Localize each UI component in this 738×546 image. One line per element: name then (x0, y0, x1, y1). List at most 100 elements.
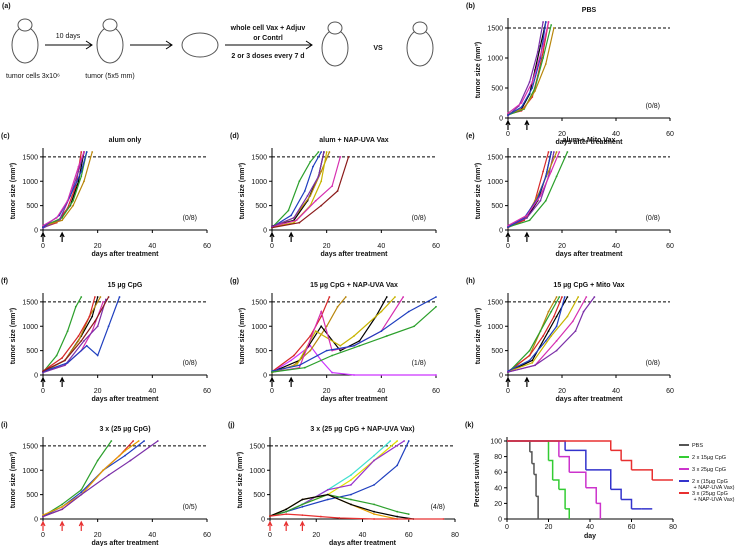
data-point (544, 63, 547, 65)
data-point (156, 440, 159, 442)
treatment-arrow (59, 231, 65, 242)
x-tick-label: 0 (506, 388, 510, 395)
data-point (91, 151, 94, 153)
data-point (303, 190, 306, 192)
data-point (320, 325, 323, 328)
annotation: (4/8) (431, 504, 445, 511)
survival-step (621, 498, 633, 509)
x-tick-label: 40 (148, 243, 156, 250)
data-point (298, 180, 301, 183)
data-point (403, 440, 406, 442)
x-tick-label: 0 (268, 532, 272, 539)
data-point (132, 440, 135, 442)
tumor-growth-line (269, 513, 444, 520)
data-point (507, 224, 509, 227)
data-point (285, 510, 288, 513)
data-point (80, 493, 83, 496)
data-point (571, 320, 574, 323)
data-point (566, 296, 569, 298)
data-point (507, 371, 509, 373)
tumor-growth-line (507, 296, 568, 373)
data-point (396, 510, 399, 513)
x-tick-label: 60 (203, 243, 211, 250)
data-point (523, 107, 526, 110)
diagram-text: 10 days (56, 33, 81, 40)
data-point (542, 21, 544, 23)
survival-step (558, 455, 570, 473)
data-point (326, 498, 329, 501)
legend-label-part: + NAP-UVA Vax) (692, 485, 735, 491)
data-point (396, 515, 399, 518)
y-axis-label: Percent survival (474, 453, 481, 507)
data-point (544, 339, 547, 342)
y-tick-label: 40 (494, 485, 502, 492)
survival-step (558, 488, 566, 509)
legend-label: 2 x (15µg CpG + NAP-UVA Vax) (692, 479, 735, 491)
data-point (102, 300, 105, 303)
data-point (539, 194, 542, 197)
data-point (561, 296, 563, 298)
tumor-growth-line (271, 151, 328, 228)
data-point (528, 81, 531, 83)
x-tick-label: 60 (203, 388, 211, 395)
diagram-text: tumor cells 3x10⁶ (6, 73, 60, 80)
chart-title: alum only (109, 137, 142, 144)
data-point (593, 296, 596, 298)
data-point (350, 479, 352, 481)
data-point (298, 364, 301, 367)
tumor-growth-line (507, 151, 555, 228)
data-point (110, 440, 113, 442)
data-point (61, 357, 64, 359)
data-point (331, 185, 334, 188)
data-point (555, 175, 558, 178)
treatment-arrow (269, 231, 275, 242)
annotation: (0/8) (183, 360, 197, 367)
survival-step (610, 449, 622, 461)
data-point (323, 151, 325, 153)
data-point (143, 440, 146, 442)
data-point (320, 204, 323, 207)
y-tick-label: 20 (494, 501, 502, 508)
treatment-arrow (505, 119, 511, 130)
data-point (306, 194, 309, 197)
data-point (66, 330, 69, 333)
data-point (531, 87, 534, 89)
tumor-growth-line (269, 493, 414, 520)
panel-label: (e) (466, 133, 475, 140)
x-axis-label: days after treatment (92, 251, 160, 258)
data-point (550, 151, 553, 153)
treatment-arrow (524, 231, 530, 242)
y-tick-label: 1000 (249, 468, 265, 475)
y-tick-label: 0 (263, 228, 267, 235)
data-point (80, 175, 83, 178)
treatment-arrow (78, 520, 84, 531)
y-tick-label: 0 (263, 373, 267, 380)
tumor-growth-line (42, 440, 159, 518)
y-axis-label: tumor size (mm³) (237, 452, 244, 508)
data-point (96, 354, 99, 357)
tumor-growth-line (269, 493, 409, 517)
diagram-text: or Contrl (253, 35, 283, 42)
y-tick-label: 0 (34, 373, 38, 380)
data-point (389, 440, 392, 442)
data-point (528, 359, 531, 362)
y-tick-label: 1500 (22, 443, 38, 450)
panel-label: (g) (230, 278, 239, 285)
survival-step (631, 469, 653, 480)
x-tick-label: 60 (432, 243, 440, 250)
x-tick-label: 20 (94, 388, 102, 395)
y-tick-label: 80 (494, 454, 502, 461)
tumor-growth-line (269, 440, 410, 517)
x-tick-label: 20 (545, 524, 553, 531)
y-axis-label: tumor size (mm³) (10, 308, 17, 364)
treatment-arrow (283, 520, 289, 531)
diagram-text: VS (373, 45, 383, 52)
y-tick-label: 500 (26, 492, 38, 499)
chart-title: alum + NAP-UVA Vax (319, 137, 389, 144)
data-point (326, 493, 329, 496)
data-point (77, 335, 80, 337)
panel-label: (c) (1, 133, 10, 140)
data-point (319, 515, 322, 518)
data-point (61, 508, 64, 511)
legend-label-part: + NAP-UVA Vax) (692, 497, 735, 503)
